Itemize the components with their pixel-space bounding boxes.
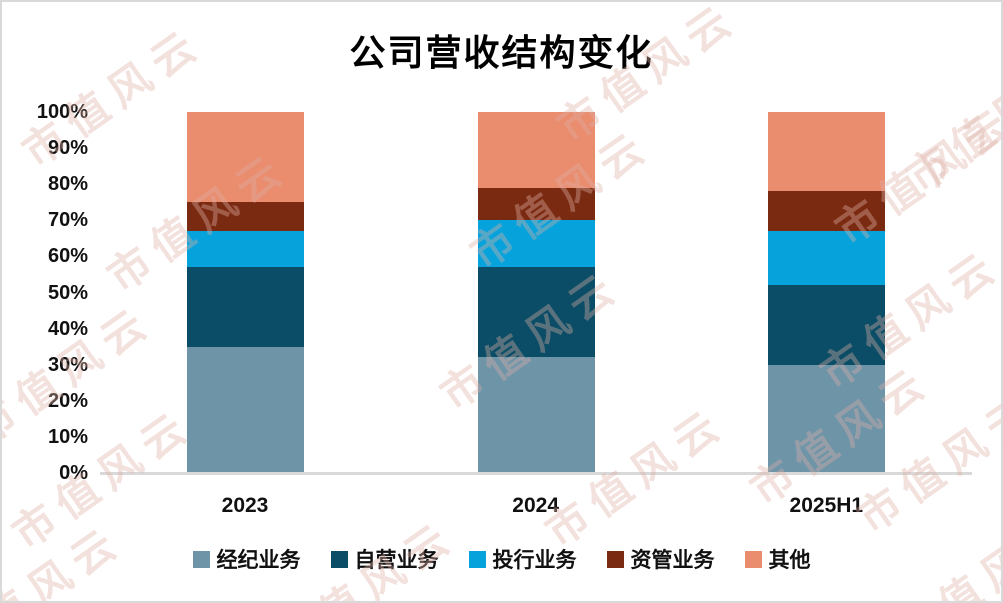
legend-label: 自营业务 <box>354 549 439 572</box>
bar-segment-proprietary <box>477 267 595 358</box>
y-tick-label: 30% <box>47 353 88 376</box>
bar-segment-proprietary <box>186 267 304 347</box>
legend-label: 其他 <box>768 549 811 572</box>
legend-swatch-icon <box>744 550 762 568</box>
bar-2023 <box>186 112 304 473</box>
legend-item-asset-management: 资管业务 <box>606 544 715 574</box>
chart-title: 公司营收结构变化 <box>349 32 654 73</box>
x-axis-line <box>100 472 972 475</box>
y-tick-label: 40% <box>47 317 88 340</box>
bar-segment-other <box>186 112 304 203</box>
bar-segment-other <box>477 112 595 188</box>
bar-segment-investment-banking <box>477 220 595 268</box>
bar-segment-asset-management <box>768 191 886 232</box>
legend-item-other: 其他 <box>744 544 811 574</box>
x-tick-label-2025H1: 2025H1 <box>789 494 864 517</box>
y-tick-label: 0% <box>59 462 88 484</box>
y-tick-label: 50% <box>47 281 88 304</box>
bar-segment-brokerage <box>186 346 304 473</box>
y-tick-label: 70% <box>47 209 88 232</box>
plot-area <box>100 112 972 473</box>
bar-segment-asset-management <box>186 202 304 232</box>
legend-label: 资管业务 <box>630 549 715 572</box>
legend-label: 经纪业务 <box>216 549 301 572</box>
y-tick-label: 10% <box>47 425 88 448</box>
legend-item-brokerage: 经纪业务 <box>192 544 301 574</box>
legend-item-investment-banking: 投行业务 <box>468 544 577 574</box>
bar-segment-asset-management <box>477 187 595 221</box>
bar-segment-brokerage <box>768 364 886 473</box>
legend-swatch-icon <box>330 550 348 568</box>
bar-2024 <box>477 112 595 473</box>
bar-segment-investment-banking <box>186 231 304 268</box>
legend-swatch-icon <box>468 550 486 568</box>
y-tick-label: 80% <box>47 173 88 196</box>
legend-swatch-icon <box>606 550 624 568</box>
legend-label: 投行业务 <box>492 549 577 572</box>
y-tick-label: 20% <box>47 389 88 412</box>
bar-segment-investment-banking <box>768 231 886 286</box>
x-tick-label-2023: 2023 <box>221 494 269 517</box>
bar-segment-other <box>768 112 886 192</box>
legend: 经纪业务 自营业务 投行业务 资管业务 其他 <box>2 544 1001 574</box>
bar-segment-brokerage <box>477 357 595 473</box>
legend-swatch-icon <box>192 550 210 568</box>
y-tick-label: 90% <box>47 137 88 160</box>
bar-2025H1 <box>768 112 886 473</box>
legend-item-proprietary: 自营业务 <box>330 544 439 574</box>
y-tick-label: 100% <box>36 101 88 123</box>
x-tick-label-2024: 2024 <box>512 494 560 517</box>
bar-segment-proprietary <box>768 285 886 365</box>
y-tick-label: 60% <box>47 245 88 268</box>
